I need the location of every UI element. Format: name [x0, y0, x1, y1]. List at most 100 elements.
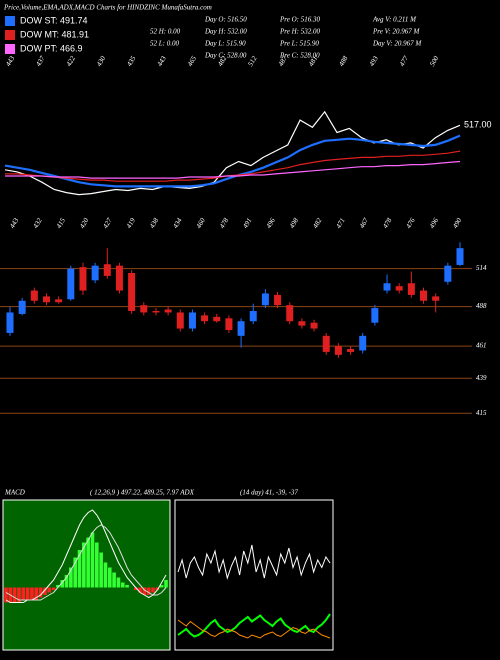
date-label: 430	[95, 54, 107, 68]
y-tick-label: 415	[476, 409, 487, 417]
candle-body	[91, 265, 99, 281]
date-label: 478	[381, 216, 393, 230]
date-label: 476	[405, 216, 417, 230]
candle-body	[371, 308, 379, 323]
adx-title: (14 day) 41, -39, -37	[240, 489, 298, 497]
adx-line	[177, 619, 331, 639]
date-label: 443	[8, 216, 20, 230]
macd-bar	[38, 587, 43, 598]
candle-body	[225, 318, 233, 330]
candle-body	[152, 311, 160, 313]
macd-bar	[107, 567, 112, 588]
candle-body	[18, 300, 26, 314]
candle-body	[456, 248, 464, 265]
candle-body	[213, 316, 221, 322]
macd-bar	[64, 575, 69, 588]
candle-body	[103, 264, 111, 276]
stat: Day V: 20.967 M	[372, 40, 422, 48]
date-label: 435	[125, 54, 137, 68]
chart-title: Price,Volume,EMA,ADX,MACD Charts for HIN…	[3, 4, 212, 12]
date-label: 491	[241, 217, 253, 230]
macd-bar	[12, 587, 17, 603]
stat: Day O: 516.50	[204, 16, 247, 24]
macd-bar	[30, 587, 34, 600]
y-tick-label: 461	[476, 342, 487, 350]
macd-bar	[47, 587, 52, 593]
stat: Pre O: 516.30	[279, 16, 320, 24]
date-label: 478	[218, 216, 230, 230]
date-label: 422	[65, 54, 77, 68]
date-label: 512	[246, 54, 258, 68]
candle-body	[140, 305, 148, 313]
date-label: 432	[32, 216, 44, 230]
date-label: 500	[428, 54, 440, 68]
candle-body	[298, 321, 306, 326]
macd-bar	[69, 567, 73, 588]
legend-swatch	[5, 30, 15, 40]
date-label: 496	[265, 216, 277, 230]
macd-title: MACD	[4, 489, 25, 497]
macd-bar	[82, 542, 86, 588]
price-line	[4, 110, 461, 196]
date-label: 465	[186, 54, 198, 68]
date-label: 471	[335, 217, 347, 230]
macd-bar	[77, 550, 82, 588]
candle-body	[128, 273, 136, 311]
candle-body	[176, 312, 184, 329]
candle-body	[42, 296, 50, 303]
y-tick-label: 439	[476, 374, 487, 382]
price-annotation: 517.00	[464, 120, 492, 130]
legend-label: DOW PT: 466.9	[20, 43, 83, 53]
legend-swatch	[5, 44, 15, 54]
macd-bar	[103, 562, 108, 588]
macd-bar	[73, 557, 77, 588]
candle-body	[432, 296, 440, 301]
date-label: 482	[311, 216, 323, 230]
date-label: 488	[337, 54, 349, 68]
legend-label: DOW MT: 481.91	[20, 29, 89, 39]
candle-body	[237, 321, 245, 336]
candle-body	[359, 335, 367, 351]
candle-body	[6, 312, 14, 333]
candle-body	[67, 268, 75, 300]
macd-bar	[112, 572, 116, 588]
price-line	[4, 134, 461, 188]
candle-body	[310, 322, 318, 329]
candle-body	[420, 290, 428, 301]
macd-bar	[25, 587, 30, 600]
date-label: 427	[101, 216, 113, 230]
macd-bar	[60, 580, 65, 588]
macd-bar	[86, 537, 90, 588]
candle-body	[249, 311, 257, 322]
stat: Pre L: 515.90	[279, 40, 319, 48]
candle-body	[274, 294, 282, 306]
macd-bar	[155, 587, 160, 590]
macd-line	[5, 524, 167, 601]
candle-body	[201, 315, 209, 322]
macd-bar	[120, 582, 125, 588]
stat: Day C: 528.00	[204, 52, 247, 60]
candle-body	[30, 290, 38, 301]
y-tick-label: 488	[476, 302, 487, 310]
date-label: 460	[195, 216, 207, 230]
macd-bar	[34, 587, 39, 600]
macd-bar	[56, 585, 60, 588]
candle-body	[383, 283, 391, 291]
legend-swatch	[5, 16, 15, 26]
stat: Avg V: 0.211 M	[372, 16, 417, 24]
macd-bar	[142, 587, 147, 595]
macd-bar	[164, 580, 168, 588]
candle-body	[444, 265, 452, 282]
stat: Day L: 515.90	[204, 40, 246, 48]
macd-bar	[116, 577, 121, 588]
candle-body	[79, 267, 87, 291]
candle-body	[334, 346, 342, 355]
stat: Day H: 532.00	[204, 28, 247, 36]
date-label: 419	[125, 216, 137, 230]
y-tick-label: 514	[476, 264, 487, 272]
macd-bar	[17, 587, 21, 603]
macd-bar	[159, 585, 164, 588]
candle-body	[55, 299, 63, 303]
candle-body	[188, 312, 196, 329]
